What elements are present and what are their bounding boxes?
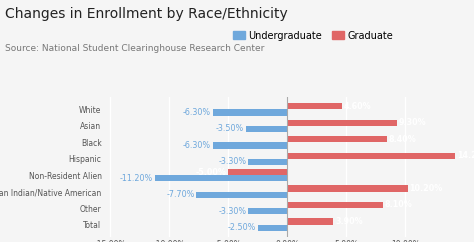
Text: -3.30%: -3.30% bbox=[219, 207, 246, 216]
Text: -3.50%: -3.50% bbox=[216, 124, 244, 134]
Bar bbox=[196, 192, 287, 198]
Bar bbox=[246, 126, 287, 132]
Text: -5.00%: -5.00% bbox=[196, 167, 227, 177]
Text: Source: National Student Clearinghouse Research Center: Source: National Student Clearinghouse R… bbox=[5, 44, 264, 53]
Text: 10.20%: 10.20% bbox=[410, 184, 443, 193]
Text: -6.30%: -6.30% bbox=[183, 141, 211, 150]
Bar bbox=[213, 109, 287, 116]
Text: -6.30%: -6.30% bbox=[183, 108, 211, 117]
Text: 8.10%: 8.10% bbox=[385, 200, 412, 210]
Bar bbox=[287, 185, 408, 192]
Bar bbox=[248, 159, 287, 165]
Text: 9.30%: 9.30% bbox=[399, 118, 427, 127]
Bar bbox=[287, 202, 383, 208]
Bar bbox=[258, 225, 287, 231]
Legend: Undergraduate, Graduate: Undergraduate, Graduate bbox=[231, 29, 395, 43]
Text: -11.20%: -11.20% bbox=[120, 174, 153, 183]
Bar bbox=[155, 175, 287, 182]
Text: 14.20%: 14.20% bbox=[457, 151, 474, 160]
Bar bbox=[287, 103, 342, 109]
Bar bbox=[287, 218, 333, 225]
Text: 8.40%: 8.40% bbox=[388, 135, 416, 144]
Text: -2.50%: -2.50% bbox=[228, 223, 256, 232]
Text: 4.60%: 4.60% bbox=[344, 102, 371, 111]
Bar bbox=[228, 169, 287, 175]
Bar bbox=[248, 208, 287, 214]
Bar bbox=[287, 152, 455, 159]
Text: -3.30%: -3.30% bbox=[219, 157, 246, 166]
Text: 3.90%: 3.90% bbox=[335, 217, 363, 226]
Bar bbox=[287, 136, 387, 142]
Text: Changes in Enrollment by Race/Ethnicity: Changes in Enrollment by Race/Ethnicity bbox=[5, 7, 288, 21]
Text: -7.70%: -7.70% bbox=[166, 190, 195, 199]
Bar bbox=[213, 142, 287, 149]
Bar bbox=[287, 120, 397, 126]
